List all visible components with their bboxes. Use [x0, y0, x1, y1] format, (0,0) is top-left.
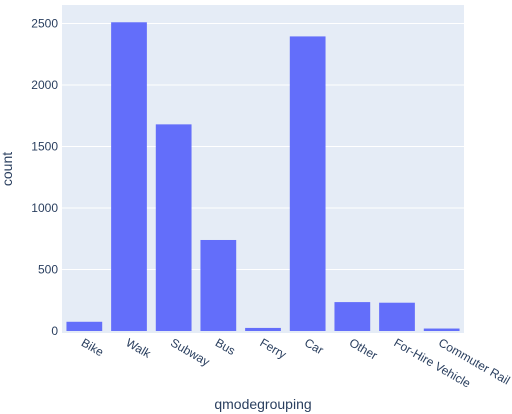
x-tick-label: Walk: [124, 335, 155, 361]
y-tick-label: 1000: [31, 201, 58, 215]
x-tick-label: Bus: [213, 335, 238, 357]
y-axis-ticks: 0 500 1000 1500 2000 2500: [31, 17, 58, 339]
bar: [423, 328, 460, 331]
bar: [245, 327, 281, 331]
x-tick-label: Bike: [79, 335, 106, 359]
bar: [111, 22, 147, 332]
x-axis-title: qmodegrouping: [214, 396, 311, 412]
bars: [66, 22, 460, 332]
bar: [334, 302, 371, 331]
bar: [155, 124, 192, 331]
bar: [200, 239, 237, 331]
x-tick-label: For-Hire Vehicle: [392, 335, 474, 390]
y-tick-label: 2500: [31, 17, 58, 31]
bar: [289, 36, 326, 331]
bar: [379, 302, 415, 331]
y-tick-label: 500: [38, 263, 58, 277]
y-tick-label: 1500: [31, 140, 58, 154]
y-tick-label: 2000: [31, 78, 58, 92]
x-tick-label: Subway: [168, 335, 212, 368]
x-tick-label: Car: [302, 335, 326, 357]
x-tick-label: Ferry: [258, 335, 289, 361]
y-tick-label: 0: [51, 324, 58, 338]
y-axis-title: count: [0, 152, 15, 186]
x-axis-ticks: Bike Walk Subway Bus Ferry Car Other For-Hire V…: [79, 335, 512, 390]
x-tick-label: Other: [347, 335, 380, 362]
bar: [66, 321, 103, 331]
